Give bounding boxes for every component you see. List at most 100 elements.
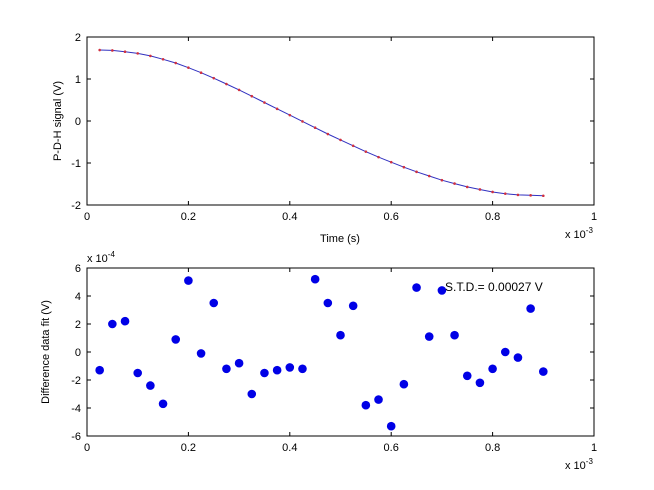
top-series-point (149, 54, 152, 58)
top-series-point (491, 190, 494, 194)
top-series-point (364, 150, 368, 153)
bottom-plot: 0 0.2 0.4 0.6 0.8 1 -6 -4 -2 0 2 4 6 Difference data… (40, 250, 597, 472)
top-xtick-label: 1 (591, 211, 597, 223)
bottom-scatter-point (120, 316, 130, 326)
bottom-scatter-point (133, 368, 142, 378)
bottom-x-multiplier: x 10-3 (565, 457, 593, 472)
top-xtick-label: 0.4 (282, 211, 297, 223)
bottom-scatter-point (146, 381, 155, 390)
bottom-scatter-point (450, 330, 459, 340)
top-series-point (136, 52, 139, 55)
std-annotation: S.T.D.= 0.00027 V (445, 280, 543, 294)
bottom-scatter-point (386, 421, 396, 431)
bottom-ytick-label: -2 (71, 375, 81, 387)
top-ytick-label: 2 (75, 32, 81, 44)
top-series-point (212, 76, 216, 80)
bottom-scatter-point (539, 367, 548, 376)
bottom-xtick-label: 0.4 (282, 442, 297, 454)
bottom-scatter-point (513, 353, 523, 362)
top-series-point (174, 61, 178, 65)
top-xlabel: Time (s) (320, 233, 360, 245)
top-series-point (301, 120, 304, 123)
bottom-xtick-label: 0.6 (384, 442, 399, 454)
bottom-scatter-point (310, 274, 320, 284)
top-series-point (199, 71, 203, 74)
top-series-point (389, 160, 393, 164)
bottom-scatter-point (336, 330, 345, 340)
bottom-scatter-point (196, 349, 206, 358)
bottom-scatter-point (247, 389, 257, 399)
top-series-point (263, 101, 266, 104)
bottom-ytick-label: -4 (71, 403, 81, 415)
bottom-scatter-point (399, 379, 409, 389)
top-series-point (339, 138, 342, 142)
top-series-point (377, 155, 380, 159)
bottom-scatter-point (412, 283, 421, 292)
top-plot: 0 0.2 0.4 0.6 0.8 1 -2 -1 0 1 2 Time (s) P-D-H sig… (52, 32, 597, 245)
bottom-scatter-point (184, 276, 193, 285)
bottom-xtick-label: 1 (591, 442, 597, 454)
top-series-point (123, 50, 127, 53)
top-series-point (98, 48, 101, 52)
top-series-point (516, 193, 520, 197)
top-xtick-label: 0 (84, 211, 90, 223)
top-series-line (99, 49, 544, 197)
top-xtick-label: 0.2 (181, 211, 196, 223)
top-series-point (478, 188, 482, 191)
top-plot-frame (86, 36, 595, 206)
top-series-point (351, 144, 355, 148)
bottom-scatter-point (475, 378, 485, 388)
top-series-point (402, 165, 406, 169)
bottom-ytick-label: 2 (75, 319, 81, 331)
bottom-ytick-label: 4 (75, 291, 81, 303)
top-series-point (275, 107, 279, 111)
bottom-scatter-point (95, 365, 104, 375)
top-series-point (313, 126, 317, 130)
bottom-ylabel: Difference data fit (V) (40, 300, 52, 404)
bottom-ytick-label: -6 (71, 431, 81, 443)
bottom-y-multiplier: x 10-4 (87, 250, 115, 265)
top-series-point (237, 88, 241, 92)
top-ylabel: P-D-H signal (V) (52, 81, 64, 161)
top-xtick-label: 0.8 (485, 211, 500, 223)
top-ytick-label: -2 (71, 200, 81, 212)
bottom-xtick-label: 0.2 (181, 442, 196, 454)
bottom-scatter-point (272, 365, 282, 375)
bottom-scatter-point (158, 399, 168, 409)
top-series-point (415, 170, 418, 174)
top-series-point (529, 194, 532, 197)
bottom-scatter-point (298, 364, 307, 374)
bottom-scatter-point (374, 395, 383, 404)
top-xtick-label: 0.6 (384, 211, 399, 223)
bottom-scatter-point (234, 358, 244, 368)
top-series-point (427, 174, 431, 178)
bottom-scatter-point (424, 332, 434, 341)
top-ytick-label: -1 (71, 158, 81, 170)
top-series-point (288, 113, 292, 117)
bottom-scatter-point (488, 364, 497, 374)
top-series-point (161, 57, 165, 61)
bottom-scatter-point (526, 304, 535, 313)
top-x-multiplier: x 10-3 (565, 226, 593, 241)
bottom-ytick-label: 0 (75, 347, 81, 359)
top-series-point (440, 178, 444, 182)
bottom-scatter-point (222, 364, 231, 374)
top-series-point (453, 182, 456, 185)
bottom-scatter-point (348, 301, 358, 311)
bottom-scatter-point (260, 368, 269, 378)
bottom-xtick-label: 0.8 (485, 442, 500, 454)
top-series-point (326, 132, 330, 136)
top-ytick-label: 1 (75, 74, 81, 86)
bottom-scatter-point (462, 371, 472, 381)
bottom-scatter-point (323, 298, 333, 308)
top-series-point (187, 66, 190, 69)
top-series-point (465, 185, 469, 189)
bottom-scatter-point (361, 400, 371, 410)
bottom-scatter-point (108, 319, 117, 329)
bottom-scatter-point (500, 347, 510, 357)
top-series-point (225, 82, 228, 86)
bottom-scatter-point (437, 286, 447, 295)
top-series-point (542, 194, 545, 198)
bottom-scatter-point (171, 335, 181, 344)
